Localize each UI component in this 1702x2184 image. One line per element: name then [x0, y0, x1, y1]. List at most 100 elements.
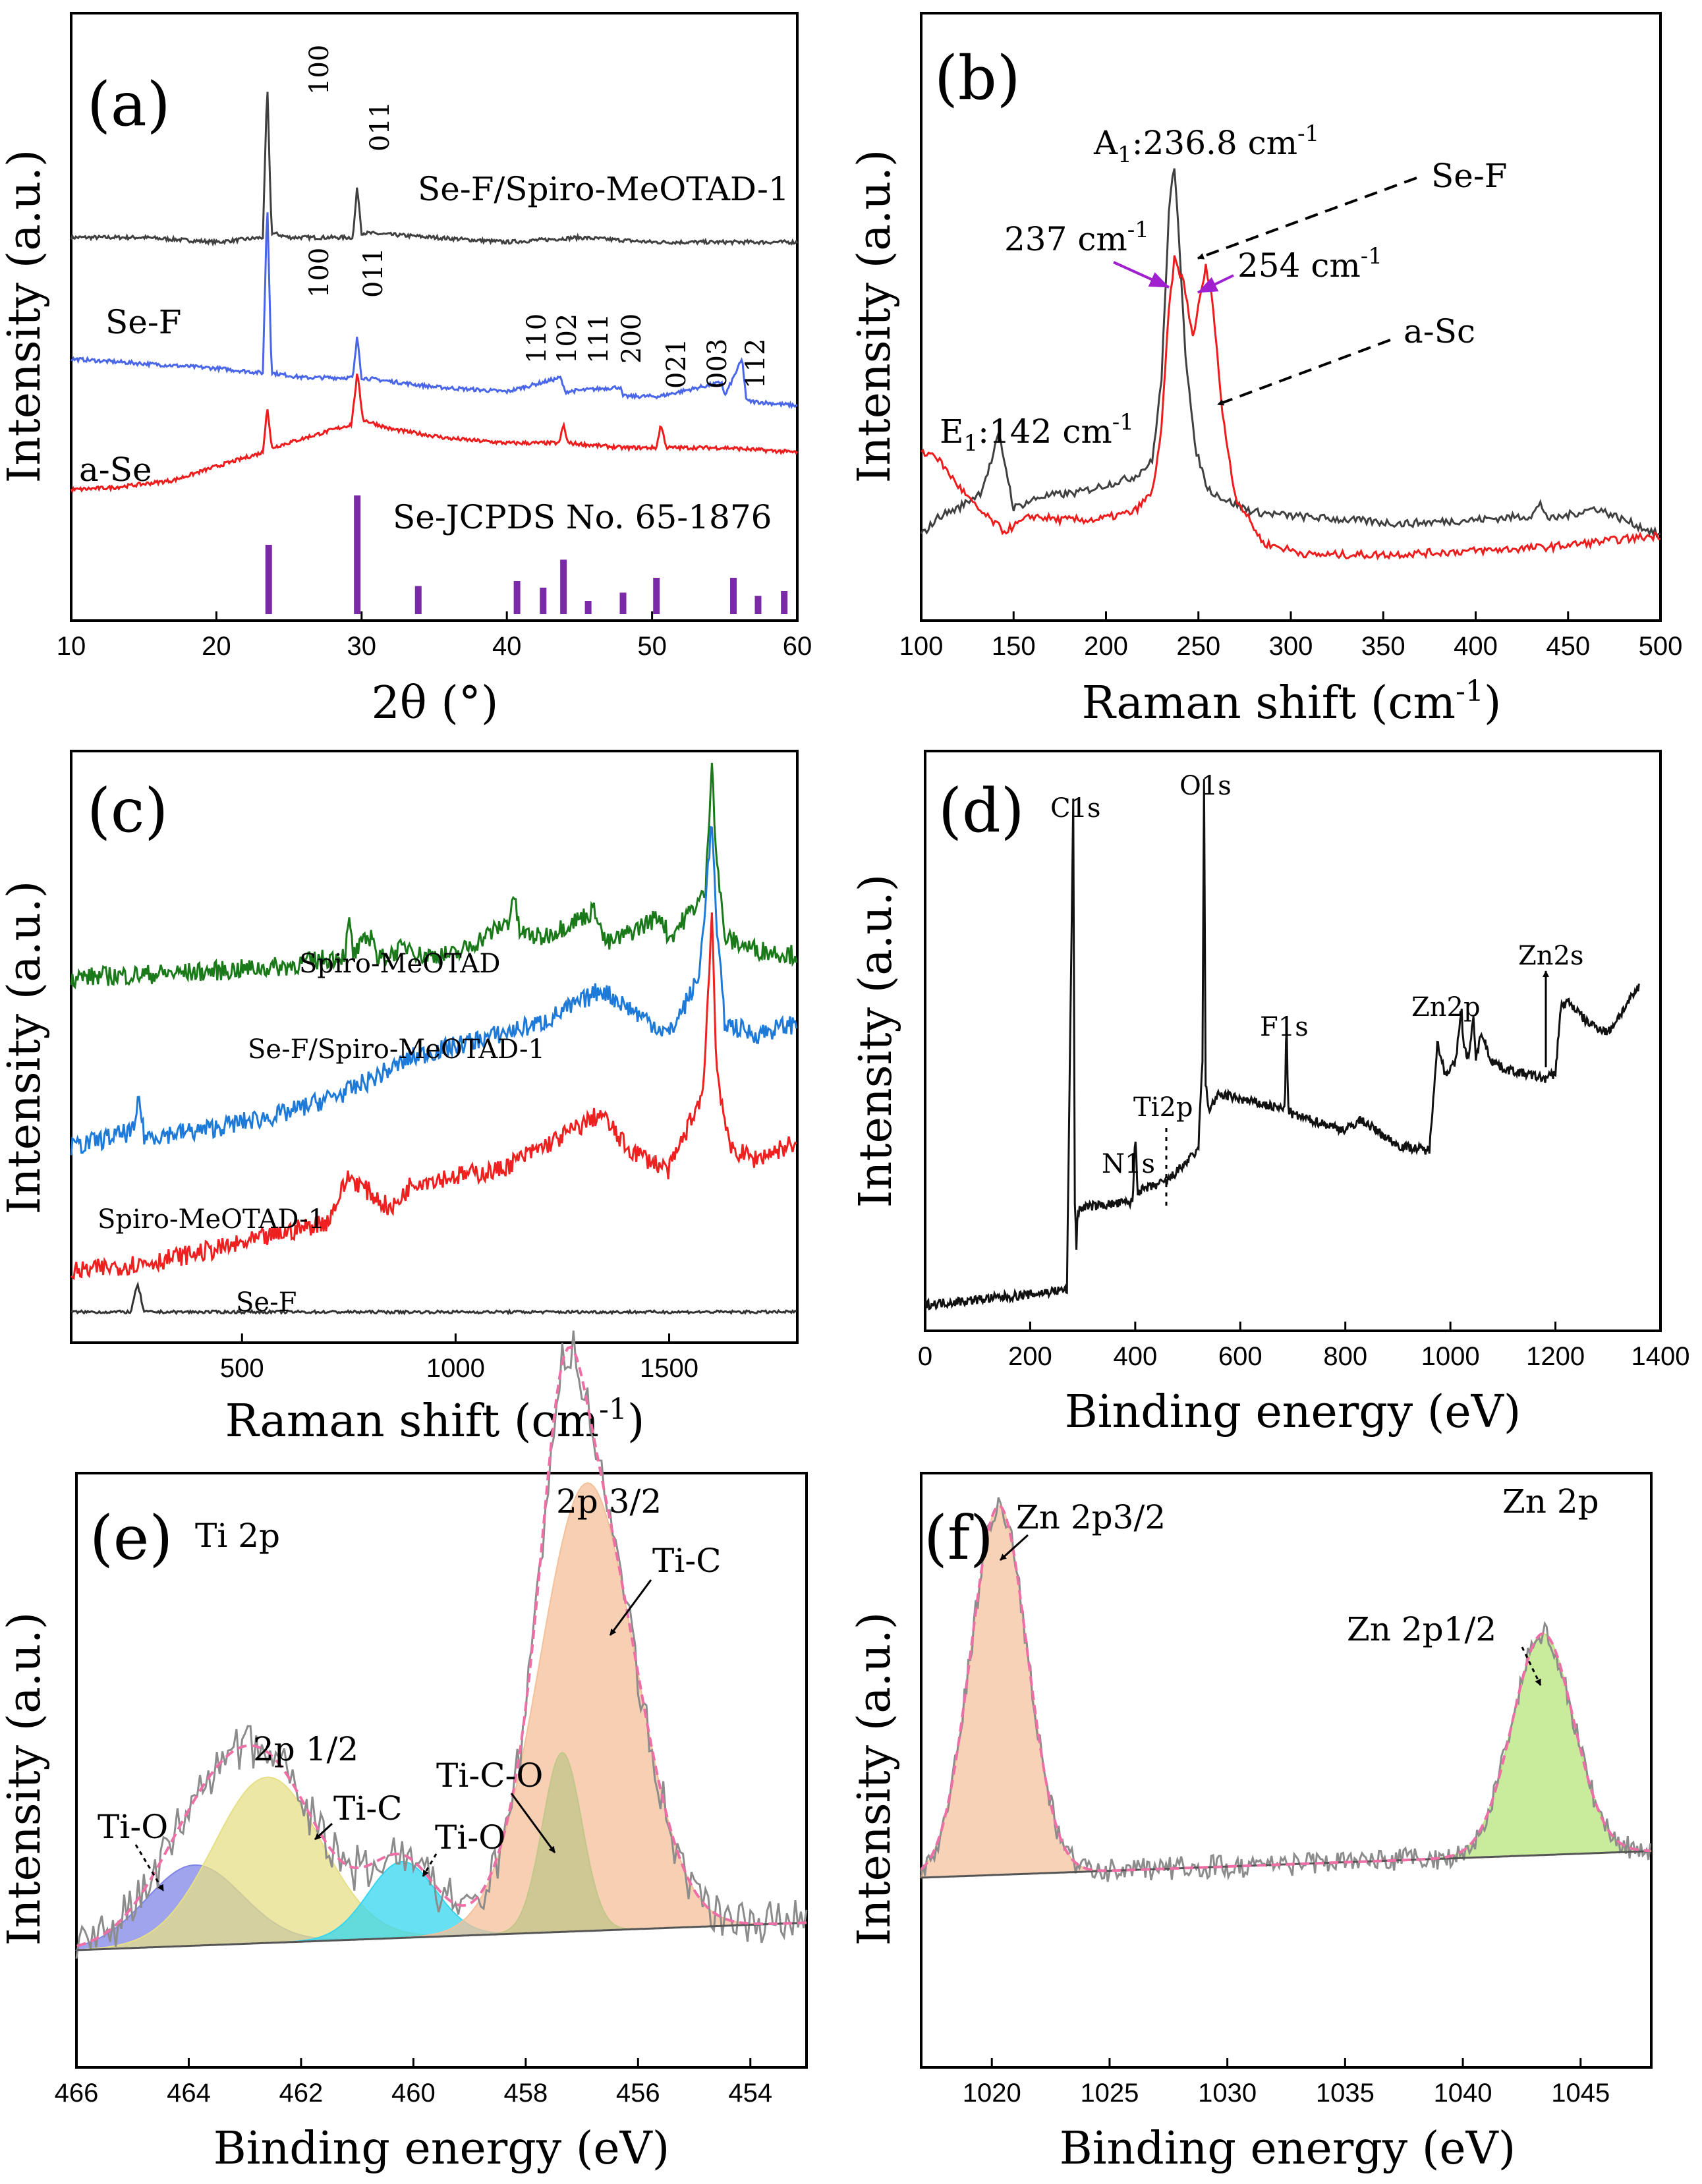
panel-f-x-axis-title: Binding energy (eV) [1060, 2123, 1516, 2175]
panel-e-ti-o-arrow-1 [134, 1844, 165, 1891]
panel-b-x-ticks: 100 150 200 250 300 350 400 450 500 [899, 611, 1683, 661]
panel-e-x-axis-title: Binding energy (eV) [213, 2123, 669, 2175]
panel-d-y-axis-title: Intensity (a.u.) [850, 874, 902, 1208]
panel-b-series-se-f [920, 168, 1661, 538]
panel-f-x-tick-label: 1035 [1316, 2079, 1375, 2108]
panel-c-legend-spiro: Spiro-MeOTAD [299, 949, 500, 979]
panel-a-reference-bar [560, 559, 567, 614]
panel-e-title: Ti 2p [195, 1517, 280, 1555]
panel-a-legend-se-f-spiro: Se-F/Spiro-MeOTAD-1 [418, 170, 789, 208]
panel-e-fit-components [75, 1330, 808, 1959]
panel-f-x-tick-label: 1030 [1198, 2079, 1257, 2108]
panel-a-x-ticks: 10 20 30 40 50 60 [57, 611, 812, 661]
panel-f-x-tick-label: 1020 [963, 2079, 1021, 2108]
panel-b-237-label: 237 cm-1 [1004, 217, 1149, 258]
panel-a-reference-bar [754, 596, 762, 614]
panel-d-x-tick-label: 1000 [1421, 1342, 1480, 1371]
panel-f-x-tick-label: 1040 [1434, 2079, 1492, 2108]
panel-c-y-axis-title: Intensity (a.u.) [0, 881, 51, 1215]
panel-a-peak-003: 003 [702, 339, 733, 389]
panel-b-x-tick-label: 150 [992, 632, 1036, 661]
panel-e-ti-c-arrow-1 [609, 1579, 652, 1636]
panel-a-label: (a) [87, 69, 171, 140]
panel-f-fit-zn-2p1-2 [1419, 1633, 1652, 1861]
panel-e-baseline [76, 1921, 807, 1951]
panel-e-label: (e) [90, 1503, 173, 1573]
panel-b-x-tick-label: 500 [1639, 632, 1683, 661]
panel-f-x-ticks: 1020 1025 1030 1035 1040 1045 [963, 2058, 1610, 2108]
panel-a-x-tick-label: 60 [783, 632, 812, 661]
panel-b-237-arrow [1113, 261, 1170, 289]
panel-a-legend-se-f: Se-F [105, 303, 181, 341]
panel-f-y-axis-title: Intensity (a.u.) [849, 1612, 901, 1946]
panel-a-x-tick-label: 20 [202, 632, 231, 661]
panel-e-frame [75, 1472, 808, 2069]
panel-d-zn2p-label: Zn2p [1411, 992, 1481, 1022]
panel-d: 0 200 400 600 800 1000 1200 1400 (d) C1s O1s N1… [850, 750, 1689, 1438]
panel-b-y-axis-title: Intensity (a.u.) [849, 150, 901, 484]
panel-b-se-f-arrow [1197, 177, 1417, 260]
panel-b-x-axis-title: Raman shift (cm-1) [1082, 675, 1502, 729]
panel-a: 10 20 30 40 50 60 (a) Se-F/Spiro-MeOTAD-1 Se-… [0, 12, 812, 729]
panel-d-o1s-label: O1s [1179, 771, 1232, 801]
panel-e-fit-envelope [76, 1345, 807, 1947]
panel-a-legend-a-se: a-Se [79, 451, 152, 489]
panel-f-zn2p32-arrow [999, 1534, 1029, 1561]
panel-e-x-tick-label: 462 [279, 2079, 324, 2108]
panel-a-reference-bar [619, 592, 627, 614]
panel-b-x-tick-label: 200 [1084, 632, 1128, 661]
panel-c-x-axis-title: Raman shift (cm-1) [225, 1393, 645, 1447]
panel-a-peak-100-mid: 100 [304, 248, 335, 298]
panel-d-label: (d) [938, 775, 1025, 846]
panel-a-series [70, 92, 799, 494]
panel-e-ti-c-o-arrow [510, 1793, 556, 1853]
panel-f-fit-components [920, 1497, 1652, 1882]
panel-c-x-ticks: 500 1000 1500 [220, 1333, 698, 1383]
panel-e-x-tick-label: 454 [728, 2079, 772, 2108]
panel-e-ti-c-o-label: Ti-C-O [436, 1756, 543, 1795]
panel-b-x-tick-label: 400 [1454, 632, 1498, 661]
panel-b-a-se-label: a-Sc [1404, 312, 1475, 350]
panel-b-label: (b) [934, 43, 1021, 113]
panel-e-y-axis-title: Intensity (a.u.) [0, 1612, 51, 1946]
panel-f-title: Zn 2p [1502, 1482, 1599, 1521]
panel-d-x-axis-title: Binding energy (eV) [1065, 1386, 1521, 1438]
panel-d-c1s-label: C1s [1050, 793, 1101, 824]
panel-a-frame [70, 12, 799, 622]
panel-e-x-tick-label: 458 [503, 2079, 548, 2108]
panel-b: 100 150 200 250 300 350 400 450 500 (b) A1:236.8… [849, 12, 1683, 729]
panel-c-x-tick-label: 500 [220, 1354, 264, 1383]
panel-c-legend-se-f-spiro: Se-F/Spiro-MeOTAD-1 [248, 1034, 545, 1065]
panel-f-zn2p12-arrow [1521, 1646, 1542, 1686]
panel-b-x-tick-label: 250 [1176, 632, 1220, 661]
panel-f: 1020 1025 1030 1035 1040 1045 (f) Zn 2p Zn 2p… [849, 1472, 1653, 2175]
panel-c-x-tick-label: 1000 [426, 1354, 485, 1383]
panel-c-frame [70, 750, 799, 1344]
panel-a-series-a-se [70, 374, 799, 494]
panel-a-peak-111: 111 [584, 314, 614, 364]
panel-b-series-a-se [921, 255, 1661, 561]
panel-f-frame [920, 1472, 1653, 2069]
panel-a-x-tick-label: 40 [492, 632, 522, 661]
panel-b-254-arrow [1197, 274, 1234, 294]
panel-e: 466 464 462 460 458 456 454 (e) Ti 2p 2p 3/2 T… [0, 1330, 808, 2175]
panel-b-frame [920, 12, 1662, 622]
panel-d-x-tick-label: 200 [1008, 1342, 1052, 1371]
panel-e-x-tick-label: 460 [391, 2079, 436, 2108]
panel-a-reference-bars [265, 495, 788, 614]
panel-a-reference-label: Se-JCPDS No. 65-1876 [393, 498, 772, 536]
panel-c-legend-spiro-1: Spiro-MeOTAD-1 [98, 1204, 325, 1235]
panel-b-x-tick-label: 100 [899, 632, 944, 661]
panel-a-x-tick-label: 50 [637, 632, 667, 661]
panel-a-reference-bar [584, 601, 592, 614]
panel-a-peak-011-mid: 011 [358, 248, 389, 298]
panel-b-x-tick-label: 350 [1361, 632, 1405, 661]
panel-c-legend-se-f: Se-F [236, 1287, 297, 1318]
panel-d-x-tick-label: 800 [1323, 1342, 1367, 1371]
panel-a-x-axis-title: 2θ (°) [372, 677, 499, 729]
panel-a-reference-bar [354, 495, 361, 614]
panel-d-x-tick-label: 600 [1218, 1342, 1262, 1371]
panel-a-reference-bar [653, 578, 660, 614]
panel-d-x-tick-label: 400 [1113, 1342, 1157, 1371]
panel-a-x-tick-label: 30 [347, 632, 377, 661]
